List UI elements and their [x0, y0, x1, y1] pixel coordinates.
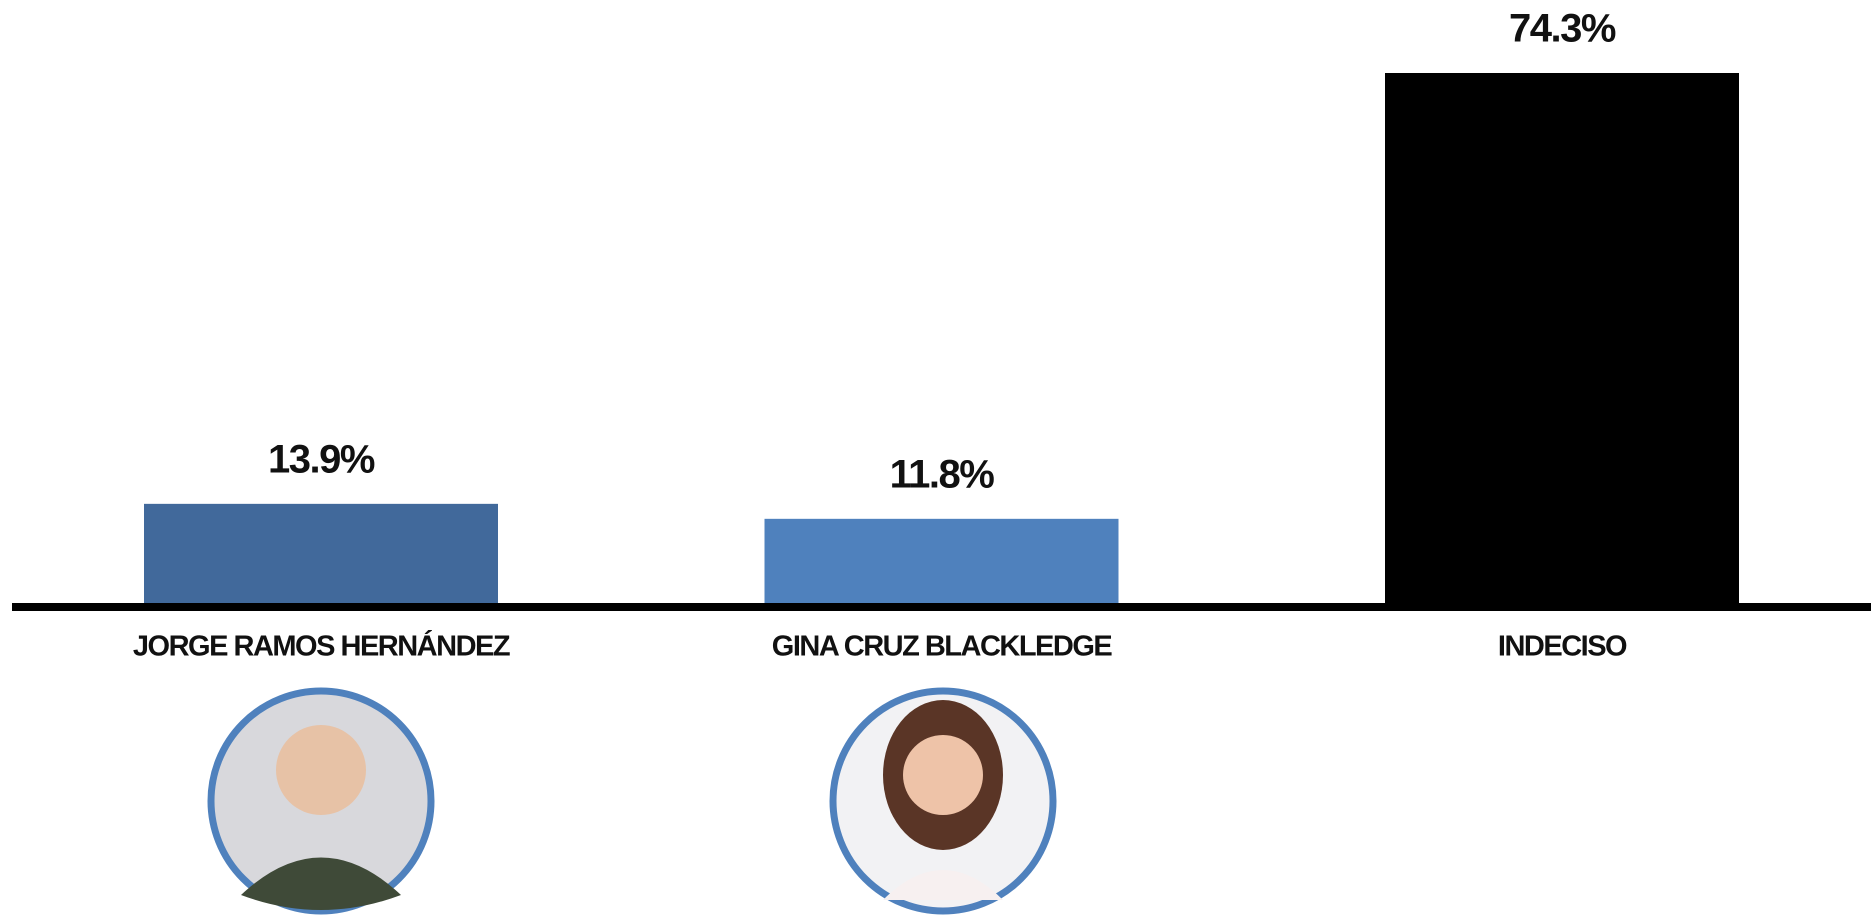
category-label: GINA CRUZ BLACKLEDGE: [772, 631, 1113, 663]
value-label: 11.8%: [890, 452, 995, 496]
category-label: INDECISO: [1498, 631, 1627, 663]
bar: [1385, 73, 1739, 603]
category-label: JORGE RAMOS HERNÁNDEZ: [133, 629, 510, 663]
value-label: 13.9%: [268, 437, 375, 481]
candidate-photo: [207, 687, 435, 915]
bar: [144, 503, 498, 603]
candidate-photo: [829, 687, 1057, 915]
baseline: [12, 603, 1871, 611]
value-label: 74.3%: [1509, 7, 1616, 51]
bar: [764, 518, 1119, 603]
